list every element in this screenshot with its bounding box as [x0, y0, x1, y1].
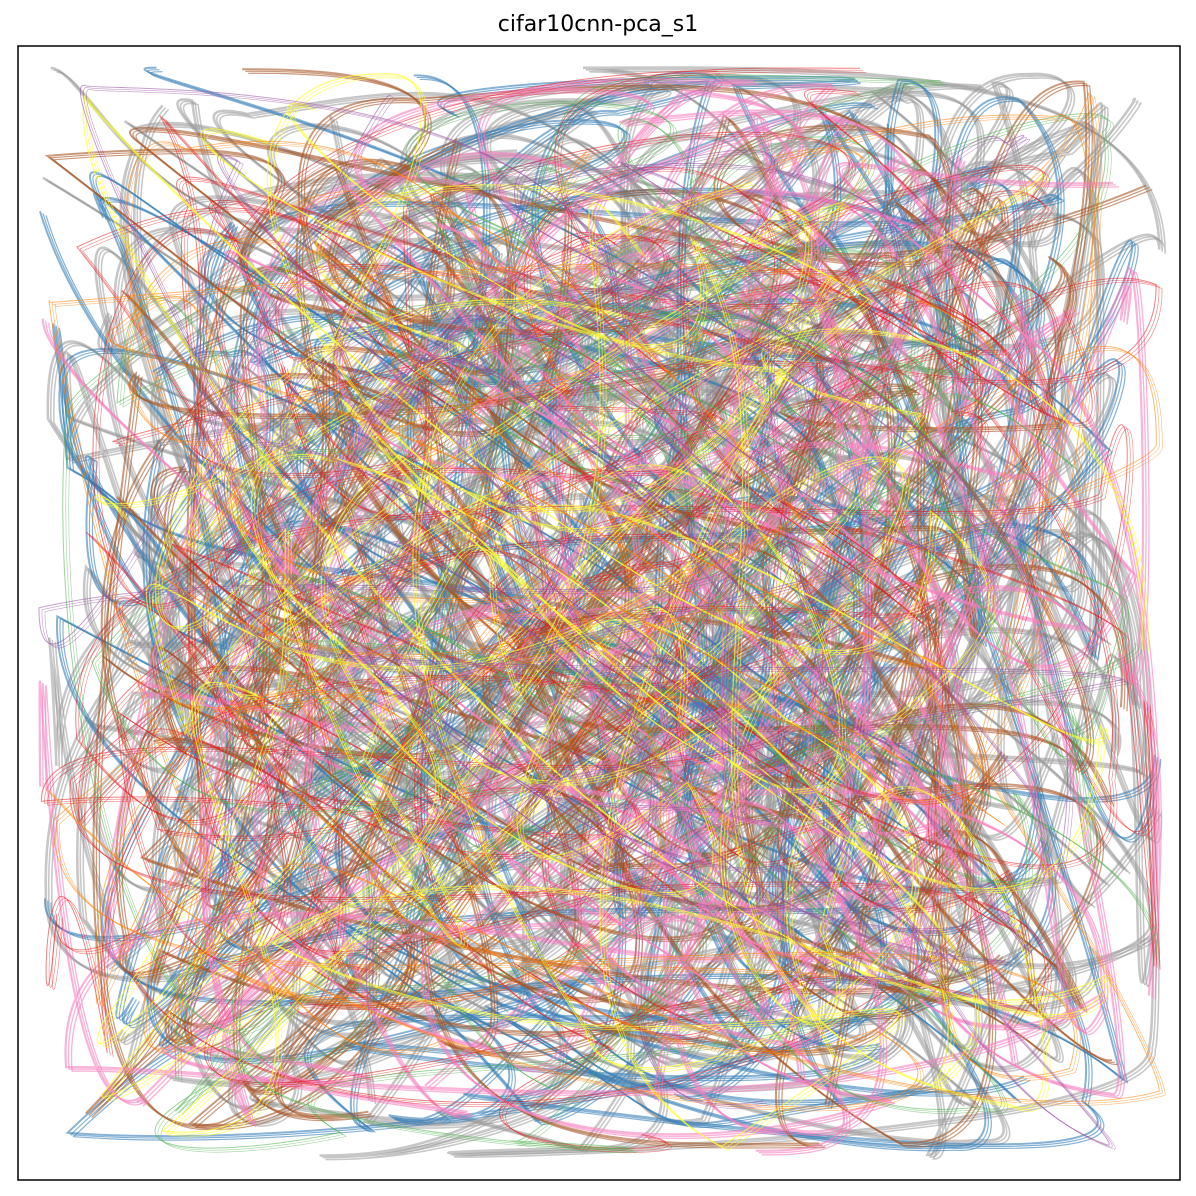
- trajectory-line: [62, 217, 731, 1150]
- trajectory-line: [464, 156, 1014, 1064]
- trajectory-line: [167, 178, 1050, 1137]
- trajectory-line: [69, 235, 1046, 1036]
- trajectory-line: [181, 140, 1098, 1083]
- trajectory-line: [286, 103, 1045, 1109]
- trajectory-line: [107, 167, 1007, 995]
- trajectory-line: [119, 359, 1035, 1147]
- trajectory-line: [202, 138, 1116, 1150]
- trajectory-line: [243, 122, 1008, 1114]
- trajectory-line: [349, 230, 1123, 987]
- trajectory-line: [355, 234, 1129, 991]
- chart-title: cifar10cnn-pca_s1: [497, 12, 699, 37]
- trajectory-line: [98, 129, 1153, 1130]
- trajectory-line: [467, 158, 1017, 1066]
- trajectory-line: [82, 95, 1143, 1098]
- trajectory-line: [409, 76, 1111, 1089]
- trajectory-line: [352, 232, 1126, 989]
- trajectory-line: [290, 105, 1048, 1110]
- trajectory-line: [412, 78, 1114, 1091]
- trajectory-line: [145, 202, 904, 894]
- trajectory-line: [97, 169, 1160, 1116]
- trajectory-line: [80, 499, 1024, 1030]
- trajectory-line: [115, 114, 1123, 1016]
- trajectory-line: [202, 88, 1155, 967]
- trajectory-line: [94, 167, 1157, 1114]
- trajectory-line: [79, 85, 1043, 930]
- trajectory-line: [150, 104, 1062, 660]
- trajectory-line: [104, 165, 1004, 993]
- trajectory-line: [164, 80, 937, 1117]
- trajectory-line: [65, 219, 733, 1152]
- trajectory-line: [68, 221, 736, 1154]
- trajectory-line: [219, 153, 1131, 982]
- trajectory-line: [109, 153, 848, 1154]
- trajectory-line: [105, 151, 845, 1152]
- trajectory-line: [127, 143, 893, 1006]
- trajectory-line: [41, 309, 1105, 1105]
- trajectory-line: [94, 184, 870, 1045]
- trajectory-line: [149, 204, 907, 895]
- trajectory-line: [286, 165, 1012, 966]
- trajectory-line: [83, 501, 1027, 1032]
- trajectory-line: [124, 140, 890, 1004]
- trajectory-line: [59, 96, 1103, 1081]
- trajectory-line: [100, 162, 1001, 991]
- trajectory-line: [92, 70, 718, 1084]
- trajectory-line: [283, 163, 1009, 964]
- trajectory-line: [52, 474, 925, 1112]
- trajectory-line: [228, 164, 1074, 968]
- trajectory-line: [83, 87, 1046, 932]
- trajectory-lines: [38, 66, 1166, 1161]
- trajectory-line: [86, 89, 1049, 934]
- trajectory-line: [95, 175, 1029, 1102]
- trajectory-line: [405, 74, 1109, 1087]
- trajectory-line: [95, 127, 1150, 1128]
- trajectory-line: [109, 116, 1096, 803]
- trajectory-line: [54, 85, 1109, 1063]
- trajectory-line: [112, 155, 851, 1156]
- trajectory-line: [145, 71, 989, 859]
- axes-frame: [17, 45, 1181, 1181]
- trajectory-line: [45, 164, 1157, 1054]
- trajectory-line: [76, 131, 1056, 1014]
- trajectory-line: [46, 470, 919, 1108]
- trajectory-line: [40, 197, 824, 963]
- trajectory-line: [44, 311, 1108, 1107]
- trajectory-line: [130, 145, 896, 1008]
- trajectory-line: [116, 257, 965, 657]
- trajectory-line: [293, 107, 1051, 1112]
- trajectory-line: [106, 114, 1093, 801]
- trajectory-line: [48, 167, 1160, 1056]
- trajectory-line: [167, 82, 940, 1119]
- trajectory-line: [253, 112, 882, 1133]
- trajectory-line: [280, 161, 1006, 962]
- trajectory-line: [49, 472, 922, 1110]
